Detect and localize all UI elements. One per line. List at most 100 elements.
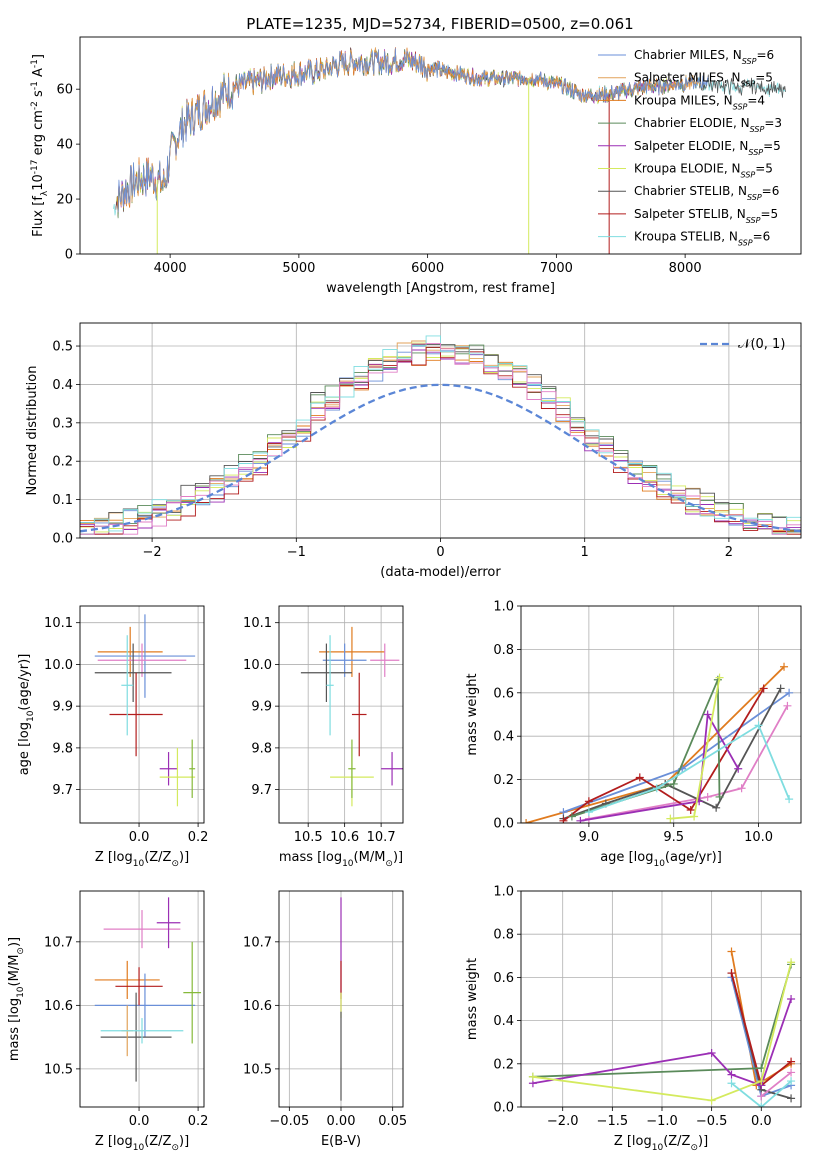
weight-marker xyxy=(734,764,743,773)
x-tick-label: 0.2 xyxy=(188,830,209,845)
y-tick-label: 10.5 xyxy=(243,1062,272,1077)
panel-residuals: −2 −1 0 1 2 0.0 0.1 0.2 0.3 0.4 0.5 (data-model)/er… xyxy=(25,322,802,580)
plot-area xyxy=(528,947,796,1107)
weight-marker xyxy=(559,816,568,823)
panel-spectrum: 4000 5000 6000 7000 8000 0 20 40 60 wavelength [A… xyxy=(30,36,802,296)
y-tick-label: 0.2 xyxy=(493,1057,514,1072)
x-tick-label: 10.0 xyxy=(744,830,773,845)
x-tick-label: 0 xyxy=(436,545,444,560)
weight-marker xyxy=(783,701,792,710)
y-tick-label: 10.5 xyxy=(44,1062,73,1077)
y-tick-label: 60 xyxy=(56,83,73,98)
y-tick-label: 0 xyxy=(65,248,73,263)
panel-weight_vs_age: 9.0 9.5 10.0 0.0 0.2 0.4 0.6 0.8 1.0 age [log10(a… xyxy=(465,600,802,869)
y-tick-label: 10.1 xyxy=(44,616,73,631)
weight-marker xyxy=(757,1077,766,1086)
x-axis-label: age [log10(age/yr)] xyxy=(600,850,722,869)
spectrum-line xyxy=(116,47,694,213)
legend-label: Chabrier MILES, NSSP=6 xyxy=(634,48,774,66)
y-axis-label: mass [log10(M/M⊙)] xyxy=(7,937,26,1061)
panel-mass_vs_z: 0.0 0.2 10.5 10.6 10.7 Z [log10(Z/Z⊙)] mass [l… xyxy=(7,890,208,1153)
y-tick-label: 0.2 xyxy=(493,773,514,788)
legend-label: Salpeter ELODIE, NSSP=5 xyxy=(634,139,781,157)
weight-marker xyxy=(528,1072,537,1081)
spectrum-line xyxy=(116,49,686,219)
axes-frame xyxy=(278,605,404,824)
weight-line xyxy=(730,1080,792,1107)
y-tick-label: 20 xyxy=(56,193,73,208)
legend-label: 𝒩(0, 1) xyxy=(738,337,785,352)
y-tick-label: 9.7 xyxy=(52,783,73,798)
legend-label: Kroupa STELIB, NSSP=6 xyxy=(634,230,770,248)
x-tick-label: 9.0 xyxy=(579,830,600,845)
weight-marker xyxy=(690,812,699,821)
x-axis-label: Z [log10(Z/Z⊙)] xyxy=(614,1134,708,1153)
x-axis-label: (data-model)/error xyxy=(380,565,501,580)
axes-frame xyxy=(520,605,802,824)
y-axis-label: mass weight xyxy=(465,673,480,755)
x-tick-label: −1.5 xyxy=(597,1114,629,1129)
weight-marker xyxy=(757,1092,766,1101)
y-axis-label: age [log10(age/yr)] xyxy=(17,654,36,776)
x-axis-label: Z [log10(Z/Z⊙)] xyxy=(95,1134,189,1153)
y-tick-label: 9.8 xyxy=(251,741,272,756)
plot-area xyxy=(94,897,202,1082)
weight-marker xyxy=(787,995,796,1003)
legend-label: Kroupa ELODIE, NSSP=5 xyxy=(634,162,773,180)
plot-area xyxy=(94,614,196,807)
weight-marker xyxy=(584,808,593,817)
y-tick-label: 0.6 xyxy=(493,686,514,701)
x-tick-label: −1.0 xyxy=(646,1114,678,1129)
panel-weight_vs_z: −2.0 −1.5 −1.0 −0.5 0.0 0.0 0.2 0.4 0.6 0.8 1.0 Z [… xyxy=(465,885,802,1153)
weight-line xyxy=(580,711,739,822)
x-tick-label: 0.0 xyxy=(129,1114,150,1129)
x-tick-label: −1 xyxy=(287,545,306,560)
weight-marker xyxy=(785,795,794,804)
y-tick-label: 0.1 xyxy=(52,493,73,508)
y-tick-label: 1.0 xyxy=(493,885,514,900)
axes-frame xyxy=(278,890,404,1108)
x-axis-label: mass [log10(M/M⊙)] xyxy=(279,850,403,869)
y-tick-label: 9.8 xyxy=(52,741,73,756)
weight-marker xyxy=(737,784,746,793)
x-tick-label: −0.05 xyxy=(269,1114,309,1129)
axes-frame xyxy=(520,890,802,1108)
x-tick-label: 6000 xyxy=(411,261,444,276)
y-tick-label: 10.1 xyxy=(243,616,272,631)
weight-marker xyxy=(787,958,796,967)
x-tick-label: 0.05 xyxy=(378,1114,407,1129)
legend-label: Kroupa MILES, NSSP=4 xyxy=(634,93,765,111)
weight-marker xyxy=(584,797,593,806)
weight-marker xyxy=(727,1070,736,1079)
y-tick-label: 9.7 xyxy=(251,783,272,798)
weight-marker xyxy=(776,684,785,693)
weight-marker xyxy=(635,773,644,782)
weight-marker xyxy=(686,805,695,814)
y-tick-label: 10.6 xyxy=(44,999,73,1014)
legend-label: Salpeter MILES, NSSP=5 xyxy=(634,71,773,89)
weight-marker xyxy=(703,710,712,719)
y-tick-label: 10.0 xyxy=(243,658,272,673)
x-tick-label: −2 xyxy=(143,545,162,560)
x-tick-label: 2 xyxy=(725,545,733,560)
legend-label: Chabrier ELODIE, NSSP=3 xyxy=(634,116,782,134)
x-axis-label: Z [log10(Z/Z⊙)] xyxy=(95,850,189,869)
weight-marker xyxy=(707,1096,716,1105)
y-tick-label: 0.0 xyxy=(493,817,514,832)
legend-label: Chabrier STELIB, NSSP=6 xyxy=(634,184,779,202)
x-tick-label: 0.00 xyxy=(327,1114,356,1129)
weight-marker xyxy=(727,969,736,978)
x-tick-label: 10.6 xyxy=(330,830,359,845)
y-tick-label: 0.2 xyxy=(52,455,73,470)
weight-marker xyxy=(576,816,585,823)
y-tick-label: 0.0 xyxy=(493,1101,514,1116)
weight-marker xyxy=(522,819,531,823)
x-tick-label: 10.5 xyxy=(294,830,323,845)
plot-area xyxy=(113,47,786,254)
y-tick-label: 0.8 xyxy=(493,643,514,658)
y-tick-label: 0.4 xyxy=(493,1014,514,1029)
y-axis-label: Flux [fλ10-17 erg cm-2 s-1 A-1] xyxy=(30,54,50,237)
axes-frame xyxy=(79,36,802,255)
panel-age_vs_z: 0.0 0.2 9.7 9.8 9.9 10.0 10.1 Z [log10(Z/Z⊙)] ag… xyxy=(17,605,209,869)
y-tick-label: 10.0 xyxy=(44,658,73,673)
